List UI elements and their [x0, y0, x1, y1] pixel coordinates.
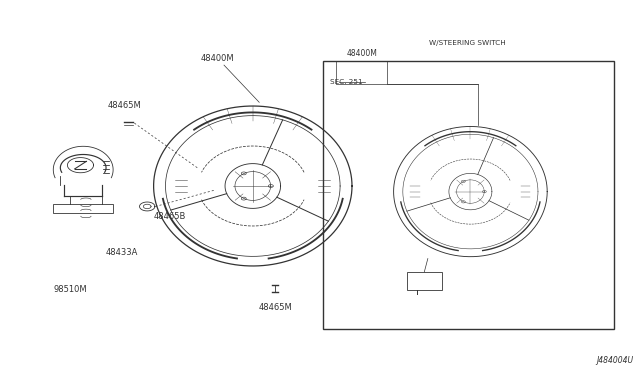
Text: W/STEERING SWITCH: W/STEERING SWITCH: [429, 41, 506, 46]
Text: 48465B: 48465B: [154, 212, 186, 221]
Text: 98510M: 98510M: [54, 285, 87, 294]
Text: 48433A: 48433A: [106, 248, 138, 257]
Text: 48400M: 48400M: [201, 54, 234, 63]
Bar: [53, 203, 113, 213]
Text: 48465M: 48465M: [108, 101, 141, 110]
Bar: [407, 272, 442, 290]
Bar: [323, 61, 614, 329]
Text: 48465M: 48465M: [259, 303, 292, 312]
Text: 48400M: 48400M: [346, 49, 377, 58]
Text: J484004U: J484004U: [596, 356, 634, 365]
Text: SEC. 251: SEC. 251: [330, 79, 362, 85]
